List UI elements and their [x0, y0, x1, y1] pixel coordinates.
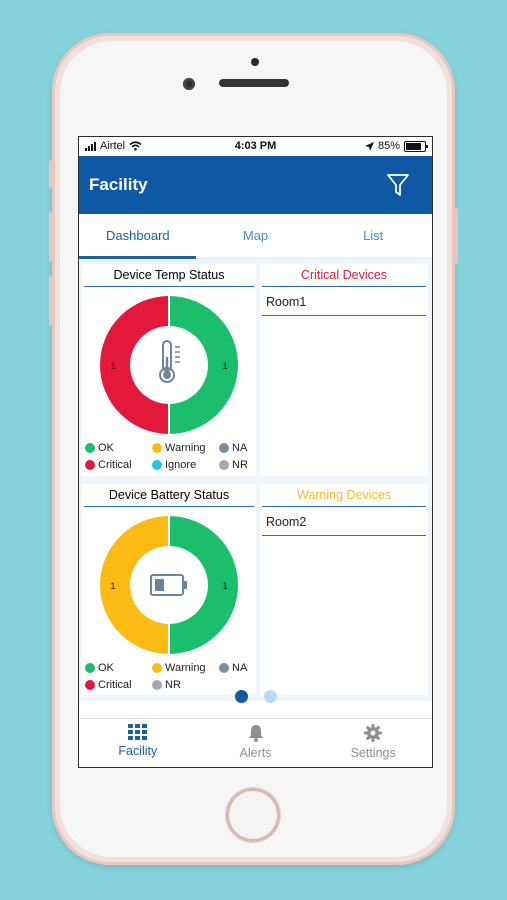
donut-label-critical: 1 — [110, 361, 115, 371]
nav-label: Facility — [118, 744, 158, 758]
tab-list[interactable]: List — [363, 228, 384, 243]
bottom-nav: Facility Alerts Settings — [79, 718, 432, 767]
front-camera — [183, 78, 195, 90]
legend-item-ok: OK — [85, 662, 114, 674]
location-arrow-icon — [364, 141, 374, 151]
legend-item-nr: NR — [152, 679, 181, 691]
warning-devices-title: Warning Devices — [262, 484, 426, 507]
wifi-icon — [129, 141, 142, 151]
filter-icon[interactable] — [386, 172, 410, 198]
app-screen: Airtel 4:03 PM 85% Facility Dashboard Ma… — [78, 136, 433, 768]
signal-icon — [85, 141, 96, 151]
battery-icon — [404, 140, 428, 152]
legend-item-critical: Critical — [85, 679, 132, 691]
legend-item-critical: Critical — [85, 459, 132, 471]
nav-item-facility[interactable]: Facility — [79, 719, 197, 767]
bell-icon — [248, 725, 263, 742]
warning-devices-card: Warning Devices Room2 — [260, 484, 428, 695]
proximity-sensor — [251, 58, 259, 66]
page-indicator — [79, 690, 432, 704]
battery-status-title: Device Battery Status — [84, 484, 254, 507]
battery-percent: 85% — [377, 140, 400, 152]
critical-devices-card: Critical Devices Room1 — [260, 264, 428, 476]
nav-item-settings[interactable]: Settings — [314, 719, 432, 767]
donut-label-warning: 1 — [110, 581, 115, 591]
legend-item-ignore: Ignore — [152, 459, 196, 471]
critical-devices-title: Critical Devices — [262, 264, 426, 287]
home-button[interactable] — [226, 788, 280, 842]
nav-item-alerts[interactable]: Alerts — [197, 719, 315, 767]
donut-label-ok: 1 — [222, 361, 227, 371]
nav-label: Settings — [350, 746, 396, 760]
dashboard-content: Device Temp Status 1 1 — [79, 259, 432, 704]
clock: 4:03 PM — [234, 140, 277, 152]
temp-status-card[interactable]: Device Temp Status 1 1 — [82, 264, 256, 476]
temp-status-title: Device Temp Status — [84, 264, 254, 287]
carrier-label: Airtel — [100, 140, 126, 152]
battery-legend: OK Warning NA Critical NR — [82, 662, 256, 696]
donut-segment-ok — [169, 516, 238, 654]
grid-icon — [127, 724, 147, 740]
legend-item-na: NA — [219, 662, 247, 674]
side-button-left-mid — [49, 212, 53, 262]
donut-segment-critical — [100, 296, 169, 434]
gear-icon — [364, 724, 383, 742]
tab-bar: Dashboard Map List — [79, 214, 432, 259]
app-bar: Facility — [79, 156, 432, 214]
legend-item-na: NA — [219, 442, 247, 454]
page-title: Facility — [89, 175, 148, 194]
battery-icon — [150, 574, 187, 596]
thermometer-icon — [159, 340, 180, 383]
page-dot-active[interactable] — [234, 690, 248, 703]
list-item[interactable]: Room2 — [262, 507, 426, 536]
side-button-left-low — [49, 276, 53, 326]
tab-map[interactable]: Map — [242, 228, 269, 243]
donut-label-ok: 1 — [222, 581, 227, 591]
legend-item-nr: NR — [219, 459, 248, 471]
temp-legend: OK Warning NA Critical Ignore NR — [82, 442, 256, 476]
battery-status-card[interactable]: Device Battery Status 1 1 OK Warning NA … — [82, 484, 256, 695]
temp-donut-chart[interactable]: 1 1 — [82, 289, 256, 439]
side-button-left-top — [49, 160, 53, 188]
list-item[interactable]: Room1 — [262, 287, 426, 316]
battery-donut-chart[interactable]: 1 1 — [82, 509, 256, 659]
legend-item-ok: OK — [85, 442, 114, 454]
tab-dashboard[interactable]: Dashboard — [79, 214, 197, 258]
legend-item-warning: Warning — [152, 662, 206, 674]
earpiece-speaker — [219, 79, 289, 87]
status-bar: Airtel 4:03 PM 85% — [79, 137, 432, 156]
page-dot[interactable] — [263, 690, 277, 703]
donut-segment-ok — [169, 296, 238, 434]
nav-label: Alerts — [239, 746, 272, 760]
legend-item-warning: Warning — [152, 442, 206, 454]
donut-segment-warning — [100, 516, 169, 654]
side-button-right — [454, 208, 458, 264]
